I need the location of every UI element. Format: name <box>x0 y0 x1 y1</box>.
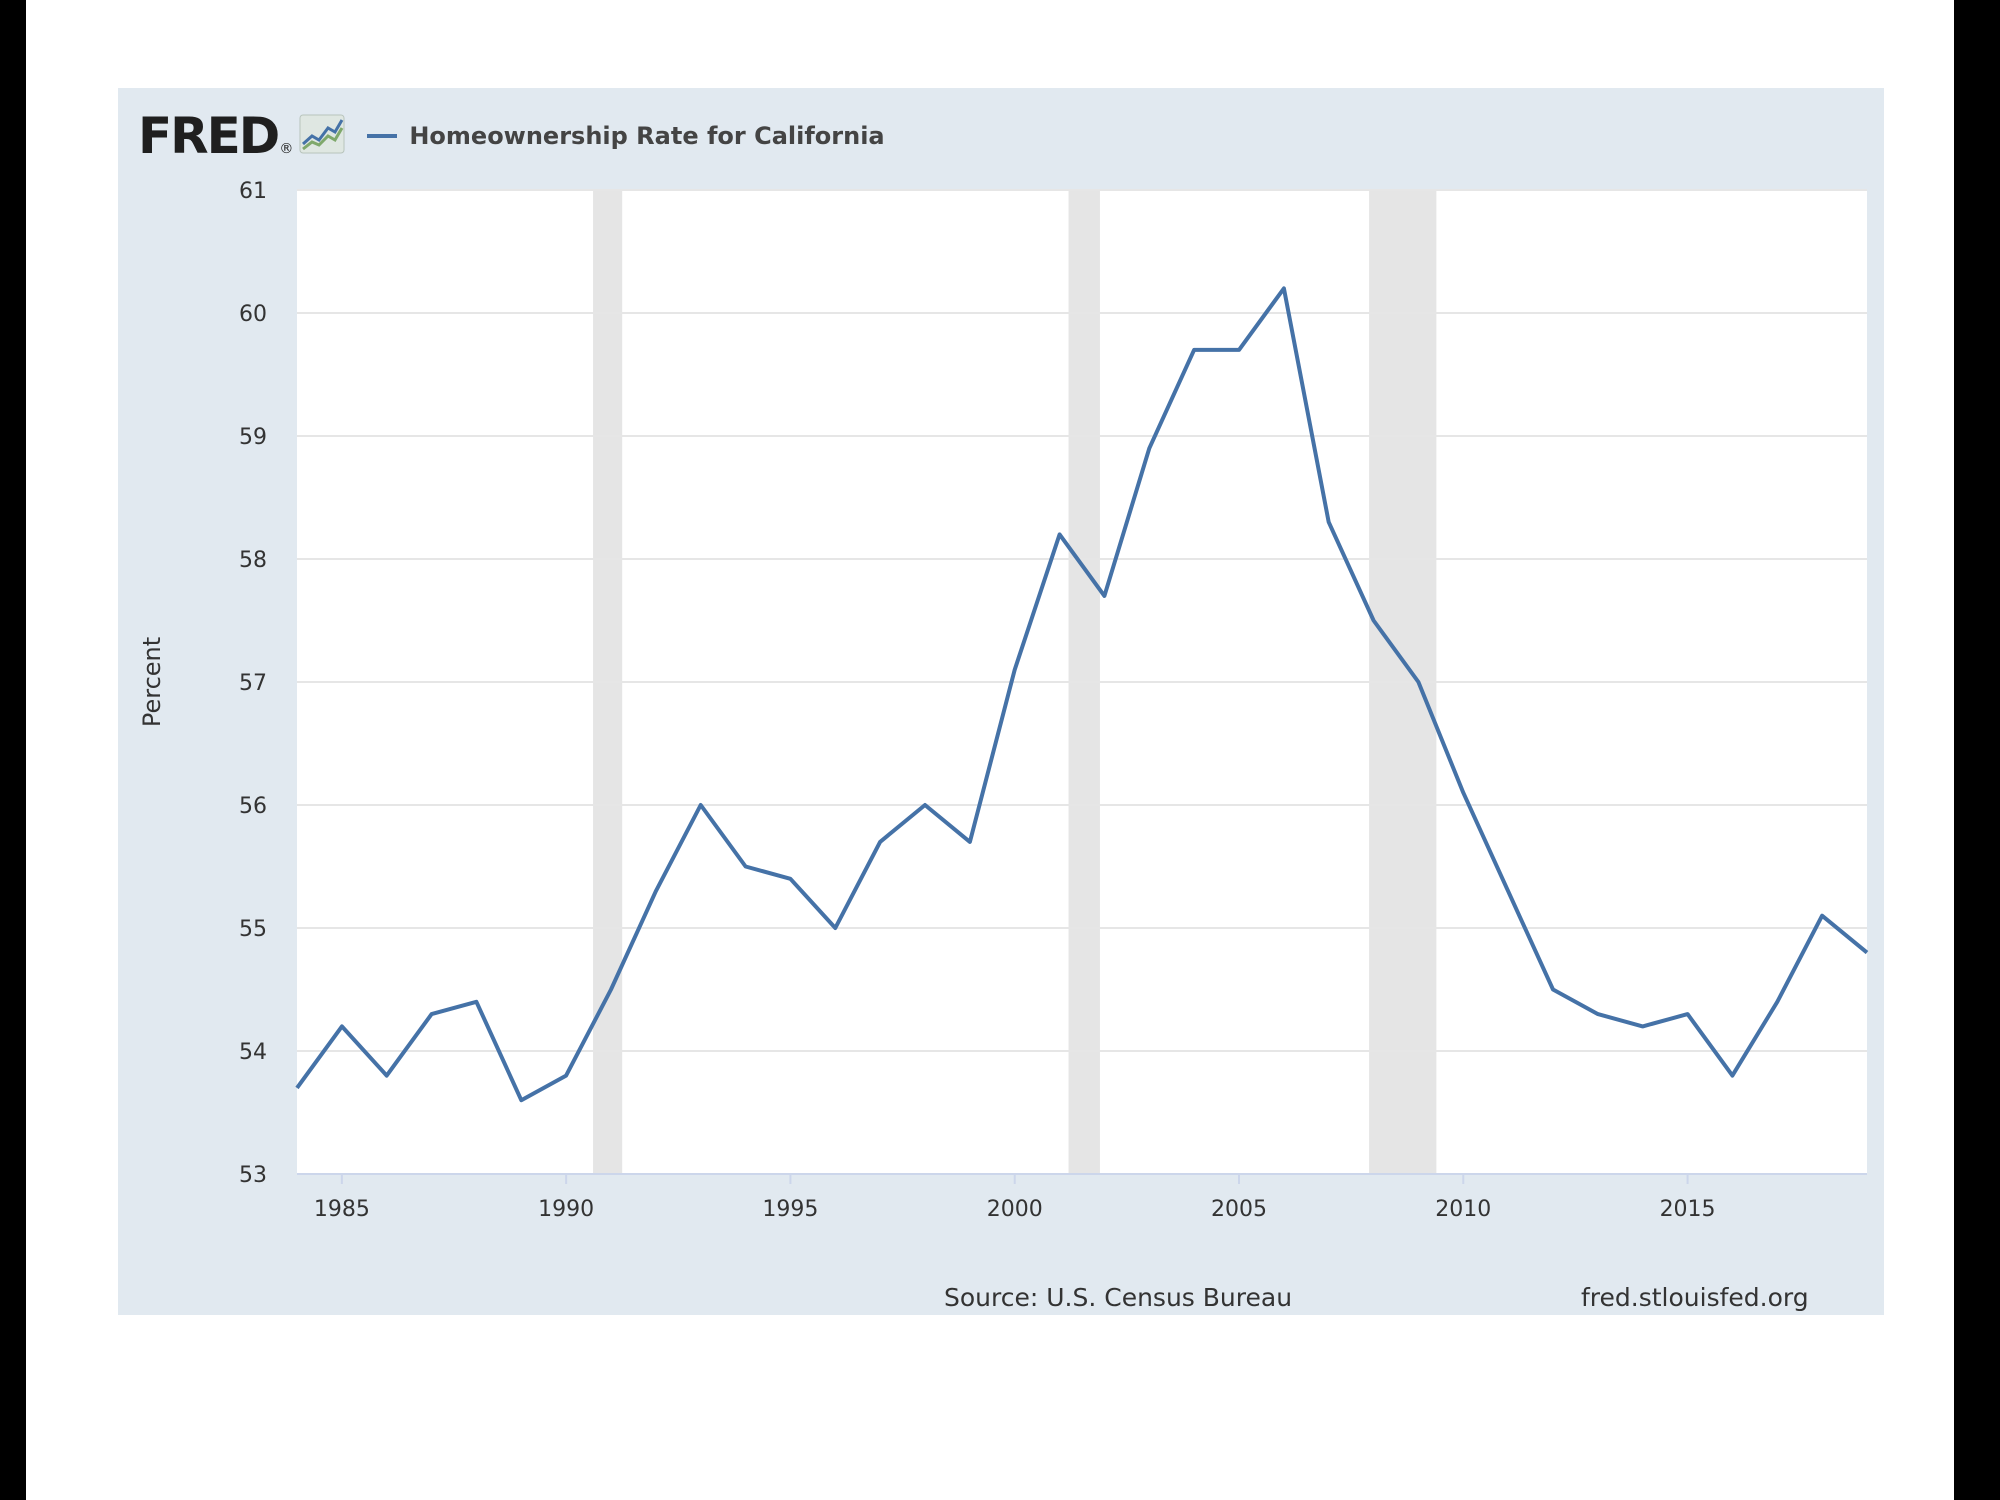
y-tick-56: 56 <box>239 794 267 819</box>
site-link[interactable]: fred.stlouisfed.org <box>1581 1283 1809 1312</box>
x-tick-2000: 2000 <box>987 1197 1043 1222</box>
data-point-1986[interactable] <box>381 1070 393 1082</box>
y-tick-57: 57 <box>239 671 267 696</box>
data-point-2008[interactable] <box>1368 615 1380 627</box>
source-label: Source: U.S. Census Bureau <box>944 1283 1293 1312</box>
y-tick-61: 61 <box>239 179 267 204</box>
chart-panel: FRED ® Homeownership Rate for California… <box>118 88 1884 1315</box>
data-point-2014[interactable] <box>1637 1020 1649 1032</box>
x-tick-2005: 2005 <box>1211 1197 1267 1222</box>
data-point-2002[interactable] <box>1098 590 1110 602</box>
data-point-1984[interactable] <box>291 1082 303 1094</box>
data-point-1993[interactable] <box>695 799 707 811</box>
data-point-1995[interactable] <box>784 873 796 885</box>
line-chart-icon <box>299 114 345 158</box>
data-point-2017[interactable] <box>1771 996 1783 1008</box>
data-point-2006[interactable] <box>1278 282 1290 294</box>
data-point-1999[interactable] <box>964 836 976 848</box>
data-point-2000[interactable] <box>1009 664 1021 676</box>
data-point-2003[interactable] <box>1143 442 1155 454</box>
data-point-1994[interactable] <box>740 861 752 873</box>
data-point-2005[interactable] <box>1233 344 1245 356</box>
x-tick-2010: 2010 <box>1435 1197 1491 1222</box>
data-point-1992[interactable] <box>650 885 662 897</box>
y-tick-53: 53 <box>239 1163 267 1188</box>
x-tick-1995: 1995 <box>762 1197 818 1222</box>
x-tick-labels: 1985 1990 1995 2000 2005 2010 2015 <box>314 1174 1716 1222</box>
data-point-2011[interactable] <box>1502 885 1514 897</box>
legend-label[interactable]: Homeownership Rate for California <box>409 122 885 150</box>
y-tick-labels: 53 54 55 56 57 58 59 60 61 <box>239 179 267 1188</box>
fred-logo[interactable]: FRED <box>138 107 280 165</box>
x-tick-1990: 1990 <box>538 1197 594 1222</box>
data-point-2019[interactable] <box>1861 947 1873 959</box>
line-chart: 53 54 55 56 57 58 59 60 61 1985 1990 1995 2000 2005 2… <box>138 179 1873 1222</box>
data-point-1991[interactable] <box>605 984 617 996</box>
data-point-2013[interactable] <box>1592 1008 1604 1020</box>
data-point-1988[interactable] <box>470 996 482 1008</box>
series-line-homeownership[interactable] <box>295 286 1869 1103</box>
data-point-2009[interactable] <box>1412 676 1424 688</box>
data-point-2001[interactable] <box>1054 528 1066 540</box>
legend-swatch <box>367 134 398 138</box>
y-tick-59: 59 <box>239 425 267 450</box>
y-tick-54: 54 <box>239 1040 267 1065</box>
chart-header: FRED ® Homeownership Rate for California <box>138 106 885 166</box>
page: FRED ® Homeownership Rate for California… <box>26 0 1954 1500</box>
data-point-1989[interactable] <box>515 1094 527 1106</box>
data-point-2018[interactable] <box>1816 910 1828 922</box>
data-point-1987[interactable] <box>426 1008 438 1020</box>
y-tick-55: 55 <box>239 917 267 942</box>
data-point-1997[interactable] <box>874 836 886 848</box>
x-tick-1985: 1985 <box>314 1197 370 1222</box>
data-point-1990[interactable] <box>560 1070 572 1082</box>
data-point-2016[interactable] <box>1726 1070 1738 1082</box>
data-point-2015[interactable] <box>1682 1008 1694 1020</box>
data-point-2010[interactable] <box>1457 787 1469 799</box>
data-point-2004[interactable] <box>1188 344 1200 356</box>
data-point-1996[interactable] <box>829 922 841 934</box>
y-tick-58: 58 <box>239 548 267 573</box>
data-point-1985[interactable] <box>336 1020 348 1032</box>
data-point-1998[interactable] <box>919 799 931 811</box>
y-axis-label: Percent <box>138 637 166 727</box>
registered-mark: ® <box>279 141 294 157</box>
x-tick-2015: 2015 <box>1660 1197 1716 1222</box>
y-tick-60: 60 <box>239 302 267 327</box>
data-point-2012[interactable] <box>1547 984 1559 996</box>
gridlines <box>297 189 1867 1052</box>
data-point-2007[interactable] <box>1323 516 1335 528</box>
